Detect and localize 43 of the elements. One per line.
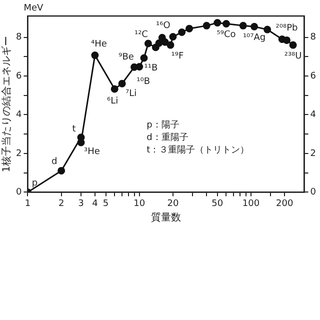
annotation: ⁴He [90, 40, 108, 50]
x-axis-title: 質量数 [151, 212, 181, 224]
x-tick-label: 100 [242, 198, 260, 209]
x-tick-label: 50 [212, 198, 224, 209]
annotation: ²⁰⁸Pb [276, 24, 298, 34]
x-tick-label: 2 [58, 198, 64, 209]
y2-tick-label: 6 [310, 71, 316, 82]
x-tick-label: 5 [102, 198, 109, 209]
y-tick-label: 2 [16, 148, 22, 159]
annotation: p：陽子 [146, 120, 180, 131]
annotation: ¹⁰⁷Ag [242, 32, 266, 43]
annotation: ⁷Li [126, 88, 137, 99]
y2-tick-label: 8 [310, 32, 316, 43]
annotation: ¹²C [134, 30, 148, 40]
annotation: ¹¹B [144, 63, 158, 74]
x-tick-label: 200 [276, 198, 294, 209]
annotation: t：３重陽子（トリトン） [146, 144, 250, 156]
text: MeV [24, 3, 44, 14]
y-tick-label: 6 [16, 71, 22, 82]
y2-tick-label: 2 [310, 148, 316, 159]
y-tick-label: 4 [16, 110, 22, 120]
x-tick-label: 1 [24, 198, 31, 209]
annotation: p [32, 178, 38, 189]
annotation: ²³⁸U [284, 51, 302, 62]
x-tick-label: 3 [78, 198, 84, 209]
annotation: ¹⁰B [136, 77, 150, 88]
annotation: ⁶Li [107, 96, 118, 106]
y-tick-label: 0 [16, 188, 22, 198]
y-axis-title: 1核子当たりの結合エネルギー [0, 36, 13, 172]
x-tick-label: 4 [92, 198, 98, 209]
x-tick-label: 20 [167, 198, 179, 209]
annotation: ³He [84, 146, 100, 157]
annotation: ¹⁶O [156, 21, 170, 32]
annotation: d：重陽子 [146, 132, 188, 143]
annotation: d [51, 157, 58, 168]
annotation: ⁹Be [118, 52, 134, 62]
x-tick-label: 10 [134, 198, 146, 209]
y2-tick-label: 0 [310, 188, 316, 198]
annotation: ¹⁹F [171, 51, 184, 62]
annotation: ⁵⁹Co [216, 30, 236, 40]
annotation: t [72, 124, 76, 135]
y2-tick-label: 4 [310, 110, 316, 120]
y-tick-label: 8 [16, 32, 22, 43]
